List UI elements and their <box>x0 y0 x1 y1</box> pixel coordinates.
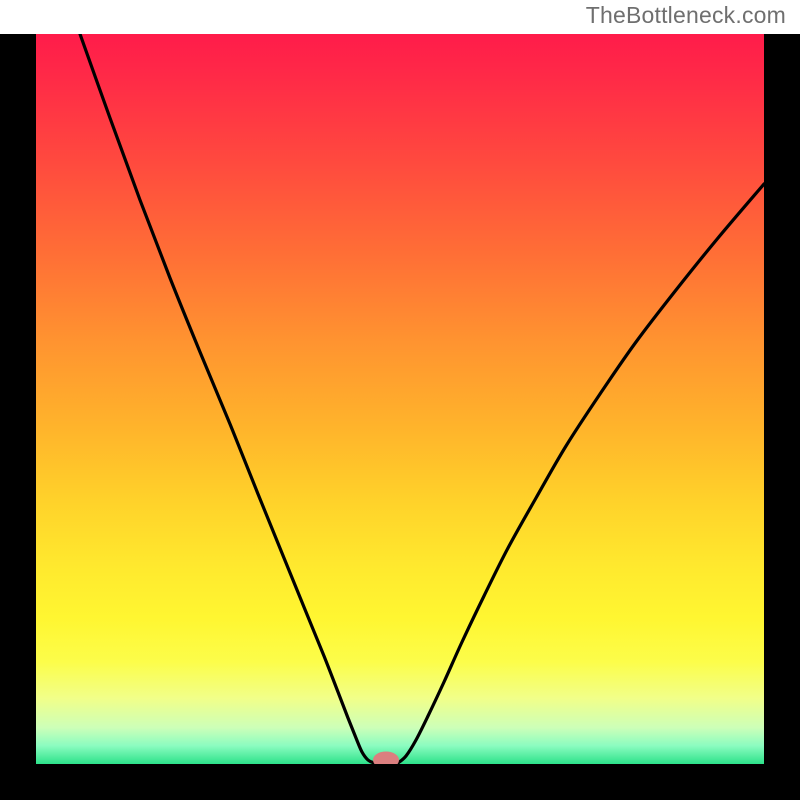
bottleneck-chart <box>0 0 800 800</box>
watermark-text: TheBottleneck.com <box>586 2 786 29</box>
chart-container: TheBottleneck.com <box>0 0 800 800</box>
plot-background <box>36 34 764 764</box>
